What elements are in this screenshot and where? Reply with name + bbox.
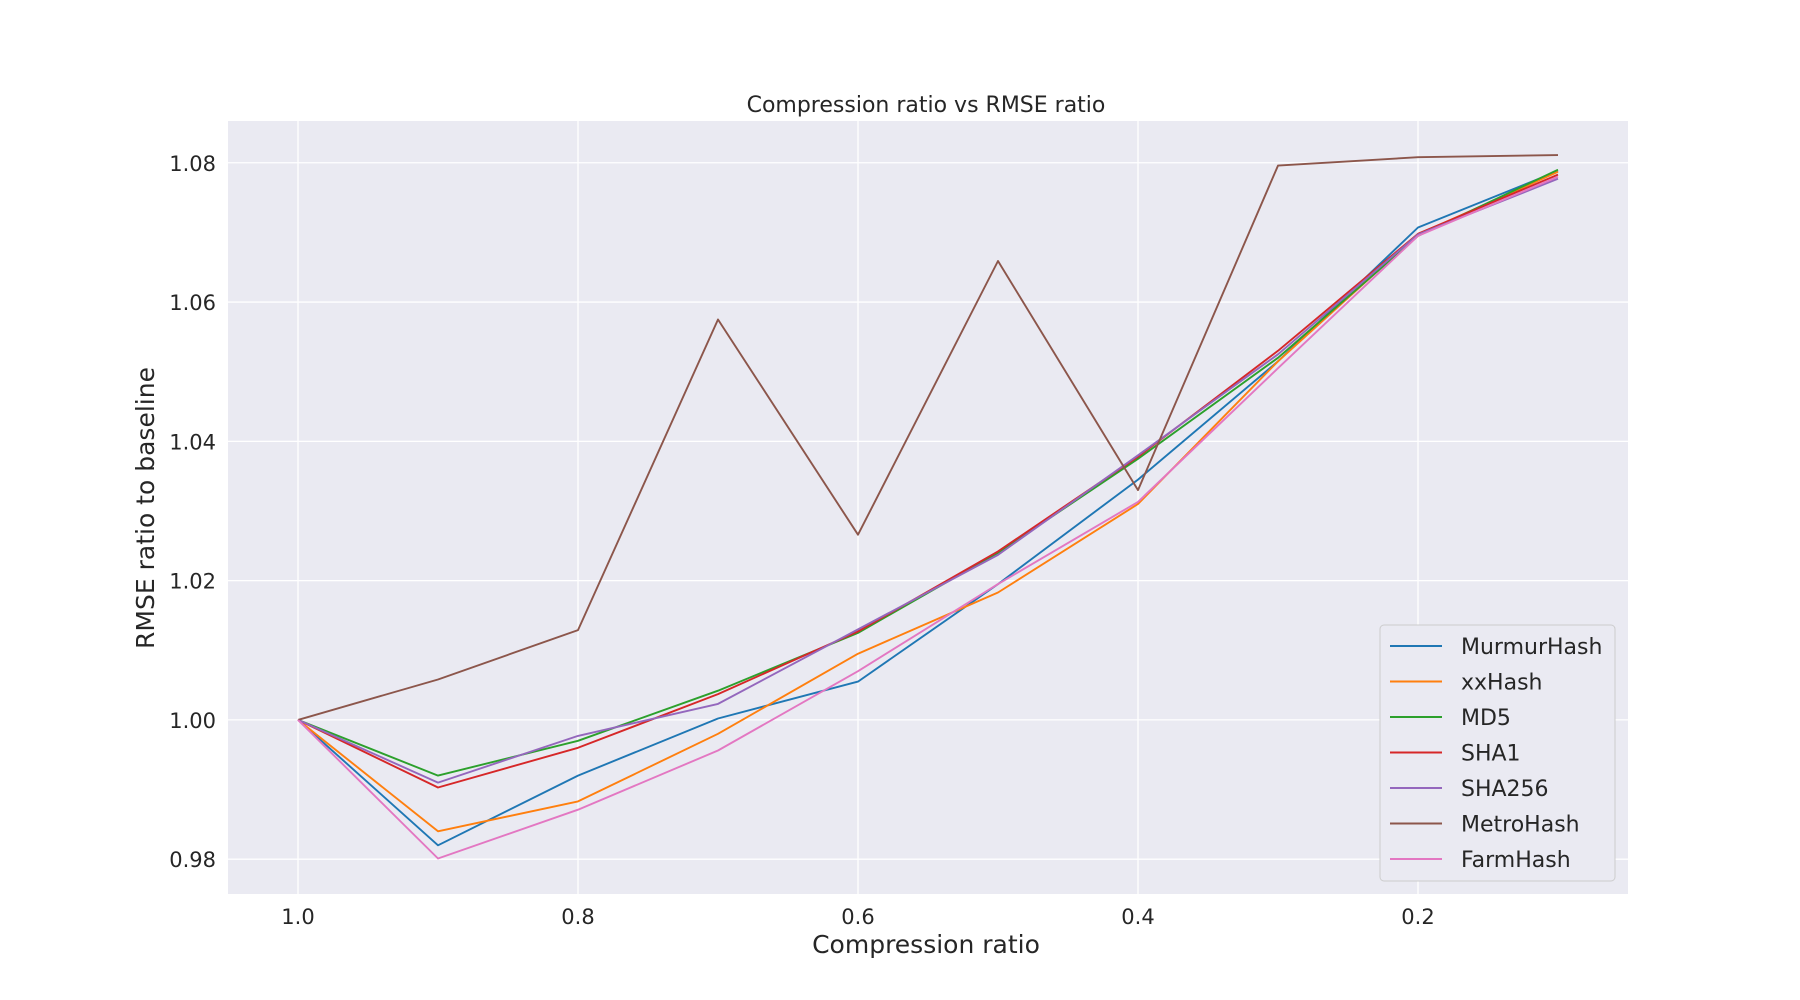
y-tick-label: 1.00: [169, 709, 216, 733]
x-tick-label: 0.8: [561, 905, 594, 929]
series-line-sha256: [297, 177, 1559, 784]
legend-label: MD5: [1461, 706, 1511, 731]
legend-label: MurmurHash: [1461, 635, 1602, 660]
x-tick-label: 0.4: [1121, 905, 1154, 929]
y-axis-ticks: 0.98 1.00 1.02 1.04 1.06 1.08: [169, 152, 216, 872]
legend-label: xxHash: [1461, 671, 1542, 696]
legend-label: SHA1: [1461, 742, 1521, 767]
series-line-farmhash: [297, 175, 1559, 860]
x-tick-label: 1.0: [281, 905, 314, 929]
x-tick-label: 0.6: [841, 905, 874, 929]
y-tick-label: 0.98: [169, 848, 216, 872]
legend-box: [1379, 624, 1616, 882]
legend: MurmurHash xxHash MD5 SHA1 SHA256 MetroHash Fa…: [1379, 624, 1616, 882]
legend-label: FarmHash: [1461, 848, 1571, 873]
y-tick-label: 1.02: [169, 570, 216, 594]
x-tick-label: 0.2: [1401, 905, 1434, 929]
legend-label: SHA256: [1461, 777, 1549, 802]
y-tick-label: 1.06: [169, 291, 216, 315]
y-axis-label: RMSE ratio to baseline: [131, 367, 160, 649]
x-axis-label: Compression ratio: [812, 930, 1040, 959]
series-line-metrohash: [297, 154, 1559, 721]
chart-title: Compression ratio vs RMSE ratio: [747, 93, 1106, 118]
x-axis-ticks: 1.0 0.8 0.6 0.4 0.2: [281, 905, 1434, 929]
y-tick-label: 1.04: [169, 430, 216, 454]
legend-label: MetroHash: [1461, 813, 1580, 838]
y-tick-label: 1.08: [169, 152, 216, 176]
series-lines: [297, 154, 1559, 860]
